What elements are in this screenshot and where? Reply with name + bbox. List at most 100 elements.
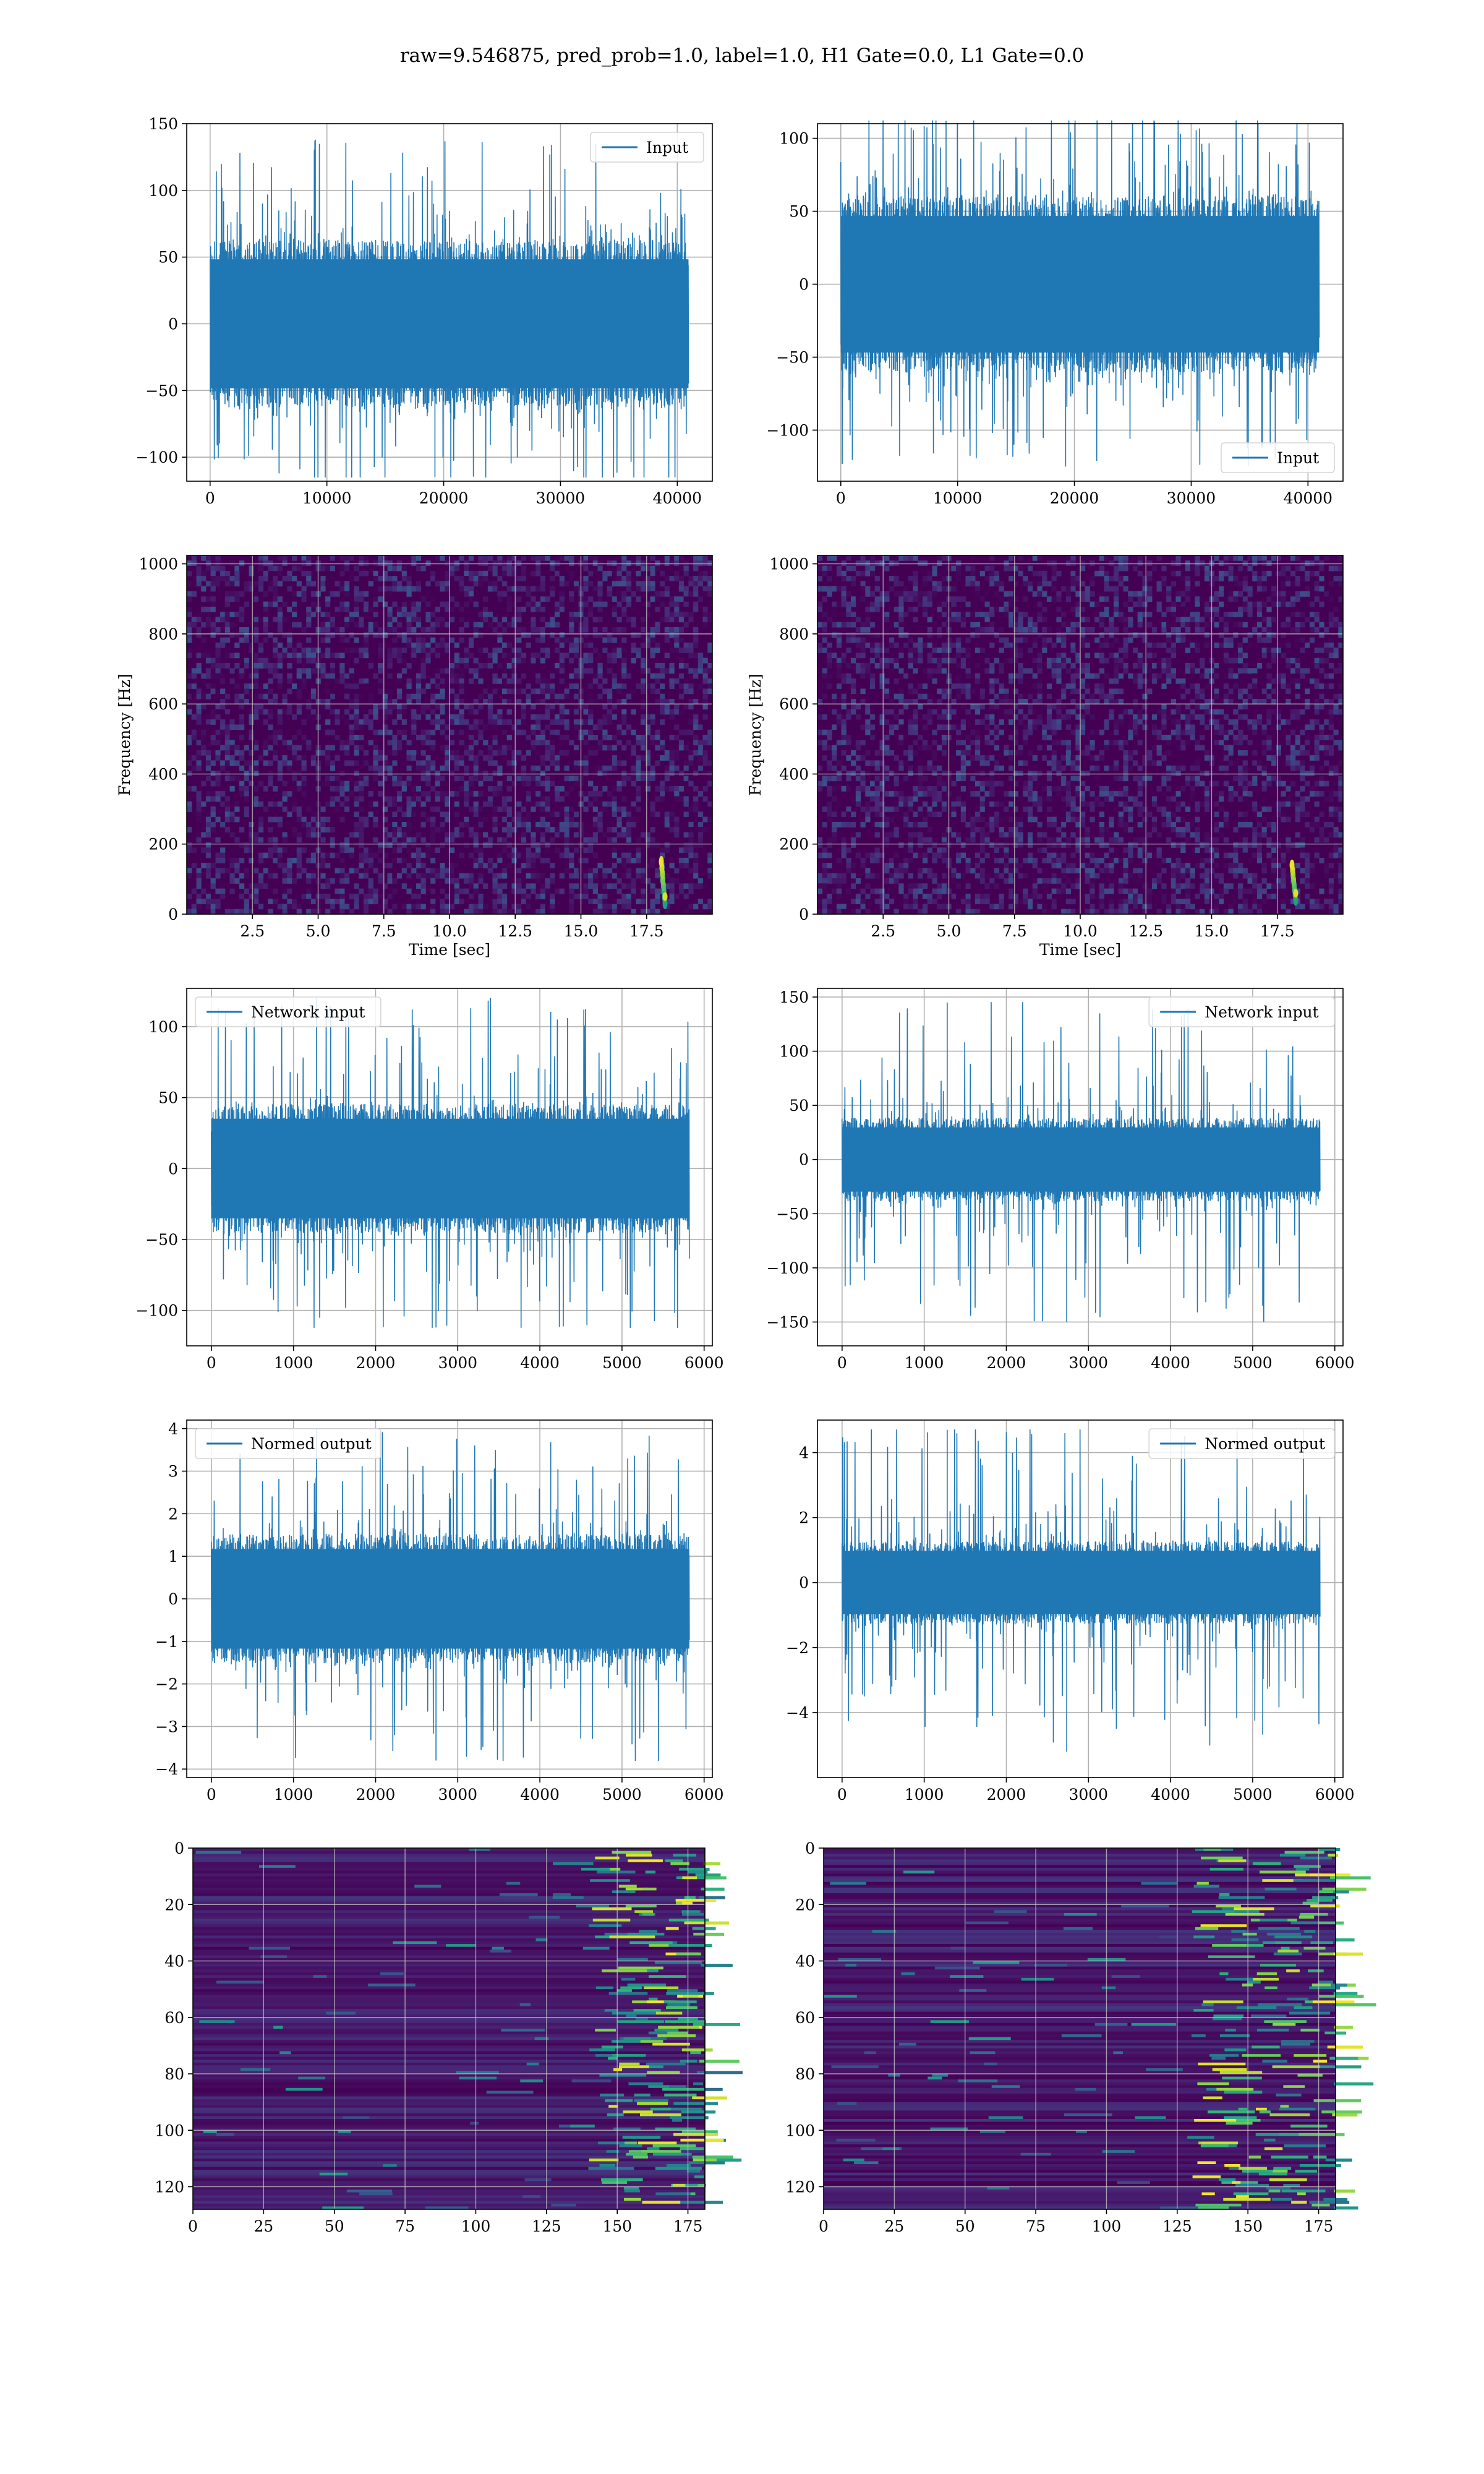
spectrogram-cell: [564, 724, 569, 730]
spectrogram-cell: [669, 811, 675, 818]
spectrogram-cell: [287, 811, 292, 818]
spectrogram-cell: [979, 785, 985, 792]
spectrogram-cell: [196, 668, 202, 674]
spectrogram-cell: [239, 893, 245, 899]
spectrogram-cell: [249, 832, 254, 838]
spectrogram-cell: [191, 888, 197, 894]
spectrogram-cell: [450, 750, 455, 756]
spectrogram-cell: [440, 796, 445, 802]
spectrogram-cell: [1004, 606, 1009, 612]
spectrogram-cell: [511, 601, 517, 607]
spectrogram-cell: [851, 637, 856, 643]
spectrogram-cell: [464, 719, 469, 725]
spectrogram-cell: [478, 791, 484, 797]
spectrogram-cell: [430, 878, 436, 884]
spectrogram-cell: [994, 693, 1000, 700]
spectrogram-cell: [239, 791, 245, 797]
spectrogram-cell: [483, 688, 488, 695]
spectrogram-cell: [210, 760, 216, 766]
spectrogram-cell: [339, 668, 345, 674]
spectrogram-cell: [636, 868, 641, 874]
spectrogram-cell: [693, 601, 699, 607]
spectrogram-cell: [239, 842, 245, 848]
spectrogram-cell: [224, 724, 230, 730]
spectrogram-cell: [846, 740, 851, 746]
spectrogram-cell: [521, 632, 527, 638]
spectrogram-cell: [502, 729, 508, 735]
spectrogram-cell: [545, 704, 550, 710]
spectrogram-cell: [650, 591, 655, 597]
spectrogram-cell: [641, 740, 646, 746]
spectrogram-cell: [860, 807, 866, 812]
spectrogram-cell: [320, 622, 326, 628]
spectrogram-cell: [932, 852, 937, 858]
spectrogram-cell: [612, 852, 617, 858]
spectrogram-cell: [526, 852, 531, 858]
spectrogram-cell: [956, 857, 962, 863]
spectrogram-cell: [325, 699, 331, 704]
spectrogram-cell: [583, 791, 589, 797]
spectrogram-cell: [526, 873, 531, 879]
spectrogram-cell: [994, 837, 1000, 843]
spectrogram-cell: [855, 791, 861, 797]
spectrogram-cell: [1018, 796, 1023, 802]
spectrogram-cell: [817, 899, 823, 904]
spectrogram-cell: [229, 832, 235, 838]
spectrogram-cell: [669, 576, 675, 581]
spectrogram-cell: [411, 642, 417, 648]
spectrogram-cell: [994, 729, 1000, 735]
spectrogram-cell: [254, 868, 259, 874]
spectrogram-cell: [224, 714, 230, 720]
spectrogram-cell: [296, 673, 302, 679]
spectrogram-cell: [191, 560, 197, 567]
spectrogram-cell: [220, 570, 226, 576]
spectrogram-cell: [851, 596, 856, 602]
spectrogram-cell: [602, 899, 608, 904]
spectrogram-cell: [669, 612, 675, 617]
spectrogram-cell: [344, 673, 350, 679]
spectrogram-cell: [822, 648, 827, 653]
spectrogram-cell: [406, 832, 412, 838]
spectrogram-cell: [688, 852, 694, 858]
spectrogram-cell: [678, 576, 684, 581]
spectrogram-cell: [521, 688, 527, 695]
spectrogram-cell: [631, 801, 636, 807]
spectrogram-cell: [918, 648, 923, 653]
spectrogram-cell: [573, 709, 579, 715]
spectrogram-cell: [645, 642, 650, 648]
spectrogram-cell: [273, 899, 278, 904]
spectrogram-cell: [827, 745, 832, 751]
spectrogram-cell: [506, 688, 512, 695]
spectrogram-cell: [205, 657, 211, 664]
spectrogram-cell: [702, 570, 708, 576]
spectrogram-cell: [468, 555, 474, 561]
spectrogram-cell: [893, 576, 899, 581]
spectrogram-cell: [282, 699, 288, 704]
spectrogram-cell: [865, 617, 871, 623]
spectrogram-cell: [960, 719, 966, 725]
spectrogram-cell: [325, 863, 331, 868]
spectrogram-cell: [502, 807, 508, 812]
spectrogram-cell: [268, 668, 273, 674]
spectrogram-cell: [282, 847, 288, 854]
spectrogram-cell: [292, 807, 297, 812]
spectrogram-cell: [545, 683, 550, 689]
spectrogram-cell: [320, 852, 326, 858]
spectrogram-cell: [650, 637, 655, 643]
spectrogram-cell: [660, 581, 665, 587]
spectrogram-cell: [697, 596, 703, 602]
spectrogram-cell: [918, 637, 923, 643]
spectrogram-cell: [483, 648, 488, 653]
spectrogram-cell: [655, 745, 660, 751]
spectrogram-cell: [397, 745, 403, 751]
spectrogram-cell: [373, 893, 378, 899]
legend-label: Input: [646, 139, 688, 156]
spectrogram-cell: [918, 560, 923, 567]
spectrogram-cell: [459, 755, 464, 761]
spectrogram-cell: [1009, 678, 1014, 684]
spectrogram-cell: [884, 776, 890, 782]
spectrogram-cell: [688, 832, 694, 838]
spectrogram-cell: [994, 745, 1000, 751]
spectrogram-cell: [937, 781, 942, 787]
spectrogram-cell: [454, 735, 459, 740]
